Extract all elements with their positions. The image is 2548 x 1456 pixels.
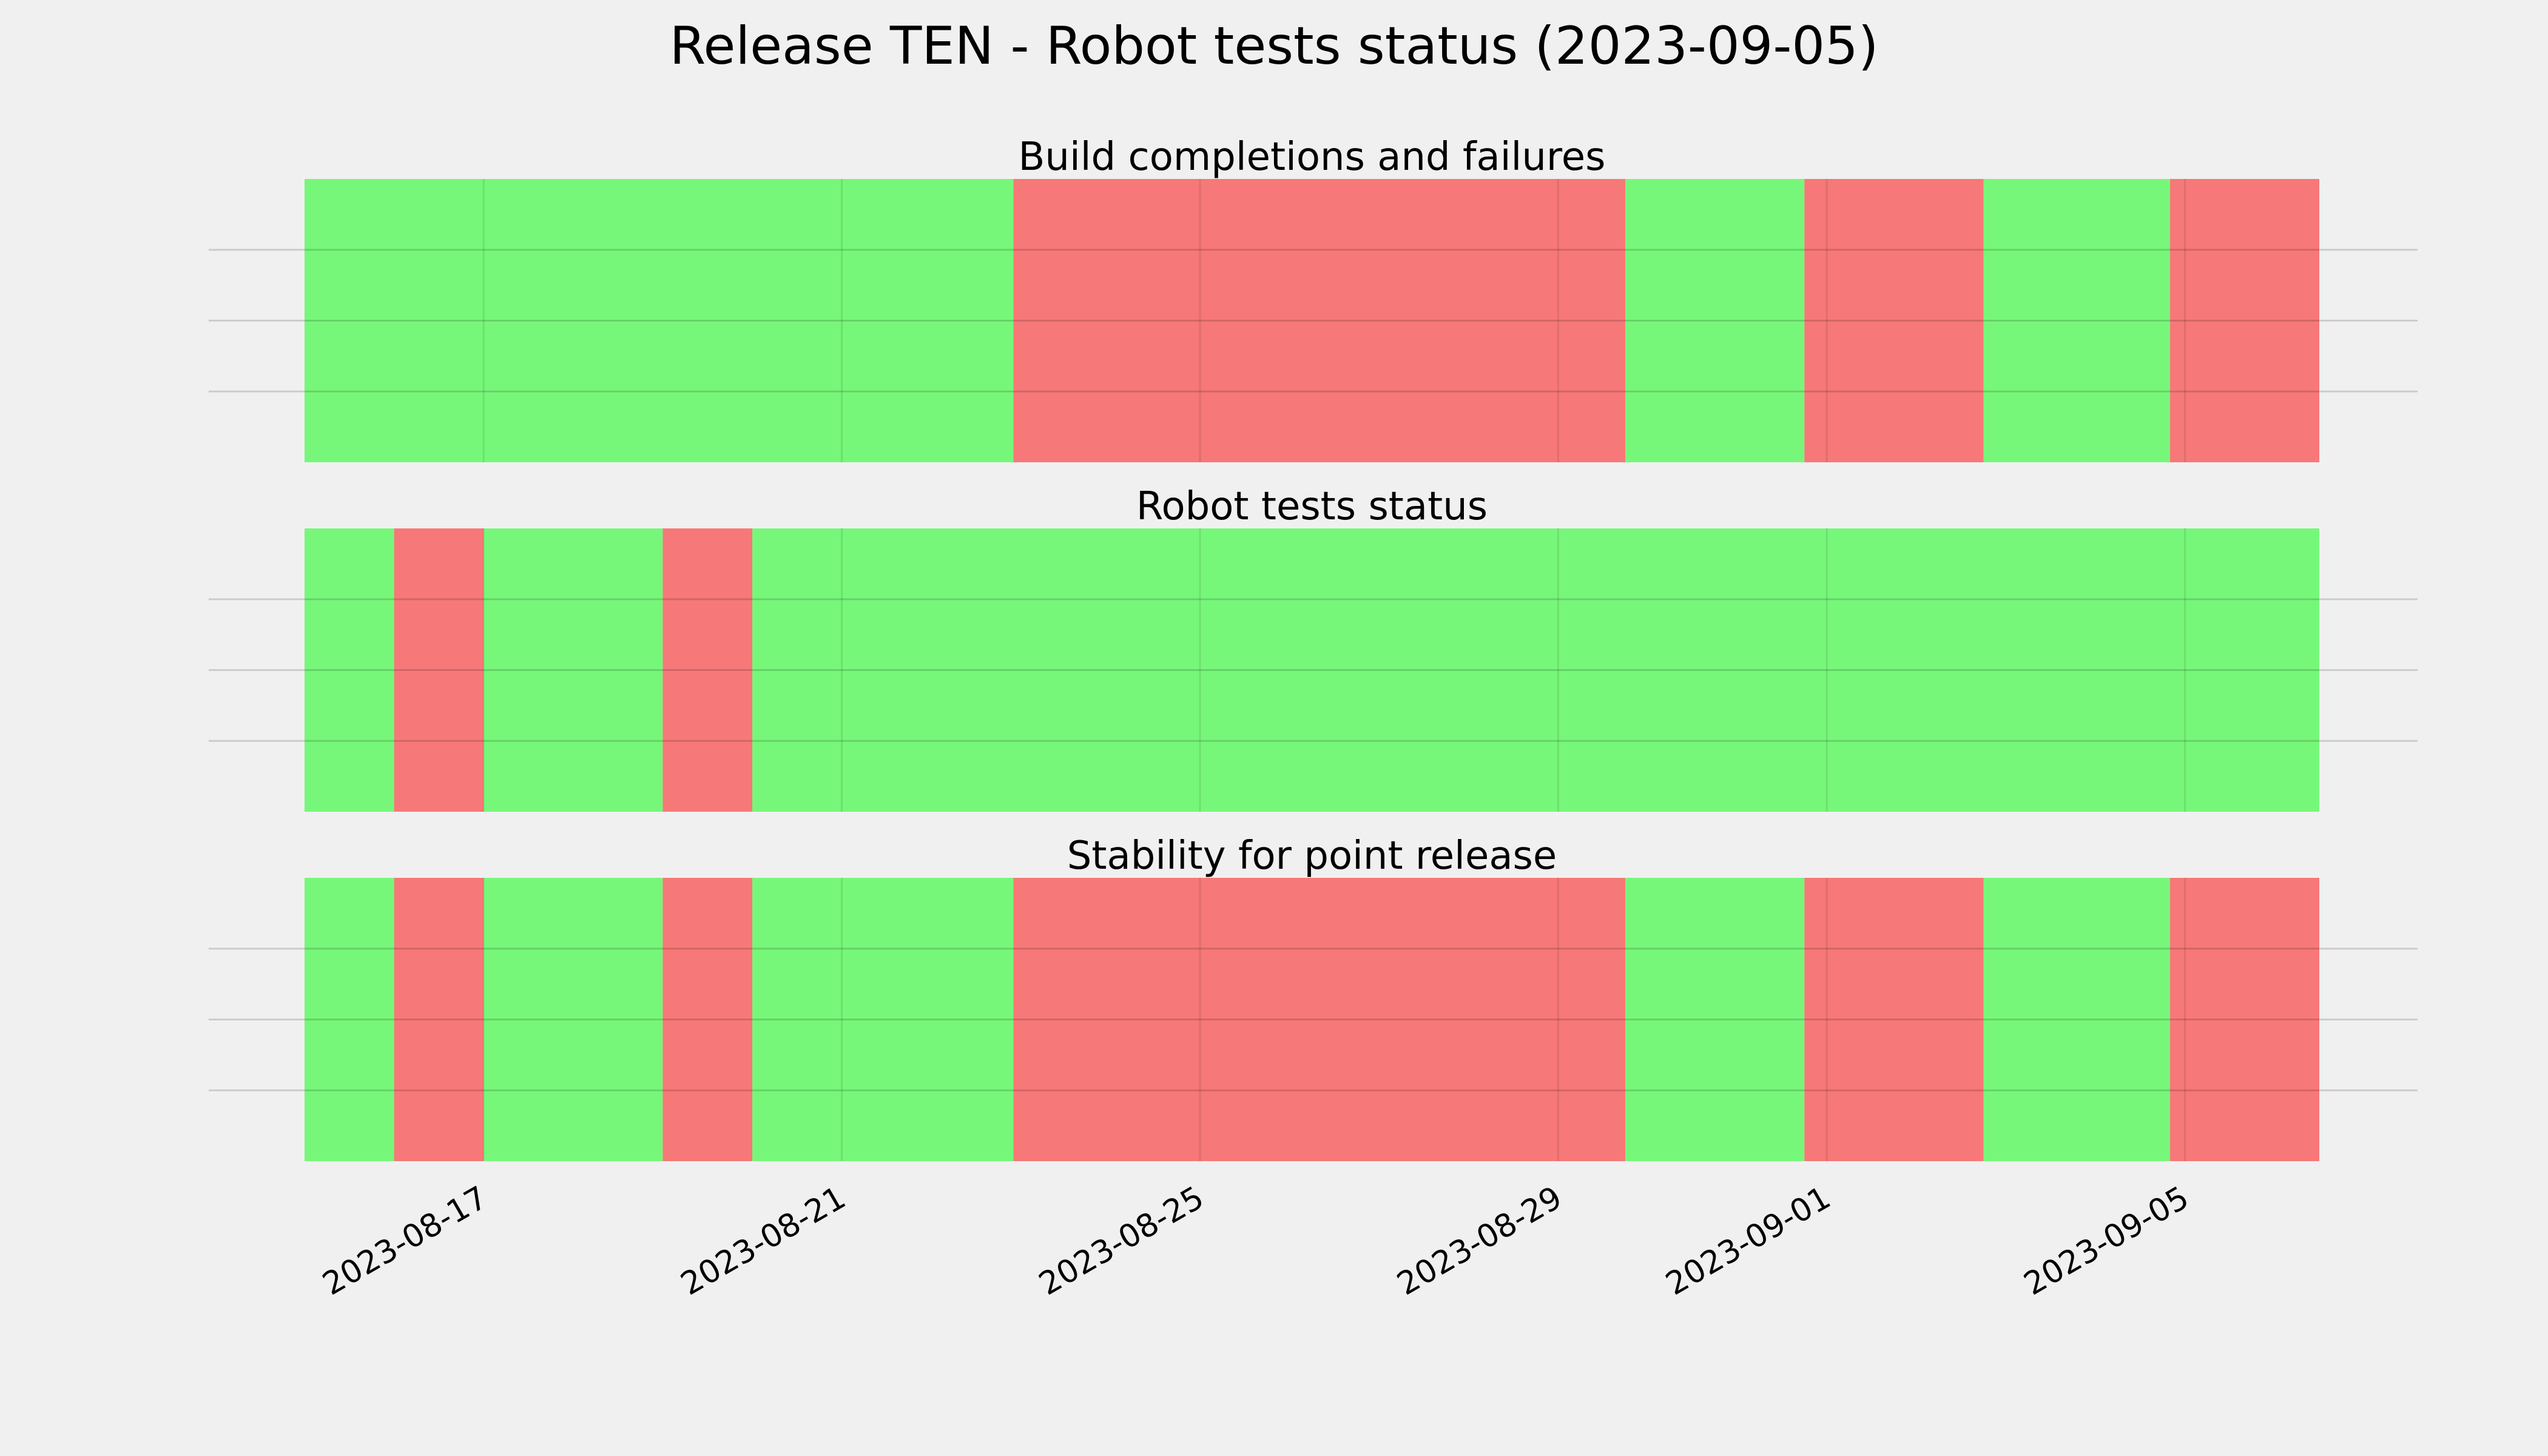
segment-pass (1983, 878, 2170, 1161)
segment-pass (1983, 179, 2170, 462)
segment-pass (305, 528, 394, 812)
panel-title: Stability for point release (1067, 834, 1557, 878)
segment-fail (1013, 179, 1626, 462)
panel-title: Robot tests status (1136, 484, 1488, 529)
segment-fail (2170, 179, 2319, 462)
segment-pass (305, 179, 1014, 462)
segment-pass (1625, 179, 1805, 462)
segment-fail (662, 528, 752, 812)
segment-fail (394, 528, 484, 812)
segment-fail (662, 878, 752, 1161)
segment-fail (1804, 878, 1984, 1161)
chart-title: Release TEN - Robot tests status (2023-0… (670, 16, 1879, 76)
segment-fail (1804, 179, 1984, 462)
segment-fail (1013, 878, 1626, 1161)
panel-title: Build completions and failures (1019, 135, 1606, 180)
segment-pass (752, 528, 2319, 812)
segment-pass (305, 878, 394, 1161)
panel-1: Build completions and failures (209, 135, 2418, 462)
panels-group: Build completions and failures Robot test… (209, 135, 2418, 1161)
panel-2: Robot tests status (209, 484, 2418, 812)
segment-pass (752, 878, 1014, 1161)
segment-fail (394, 878, 484, 1161)
segment-pass (484, 528, 663, 812)
panel-3: Stability for point release (209, 834, 2418, 1161)
segment-pass (1625, 878, 1805, 1161)
segment-pass (484, 878, 663, 1161)
segment-fail (2170, 878, 2319, 1161)
